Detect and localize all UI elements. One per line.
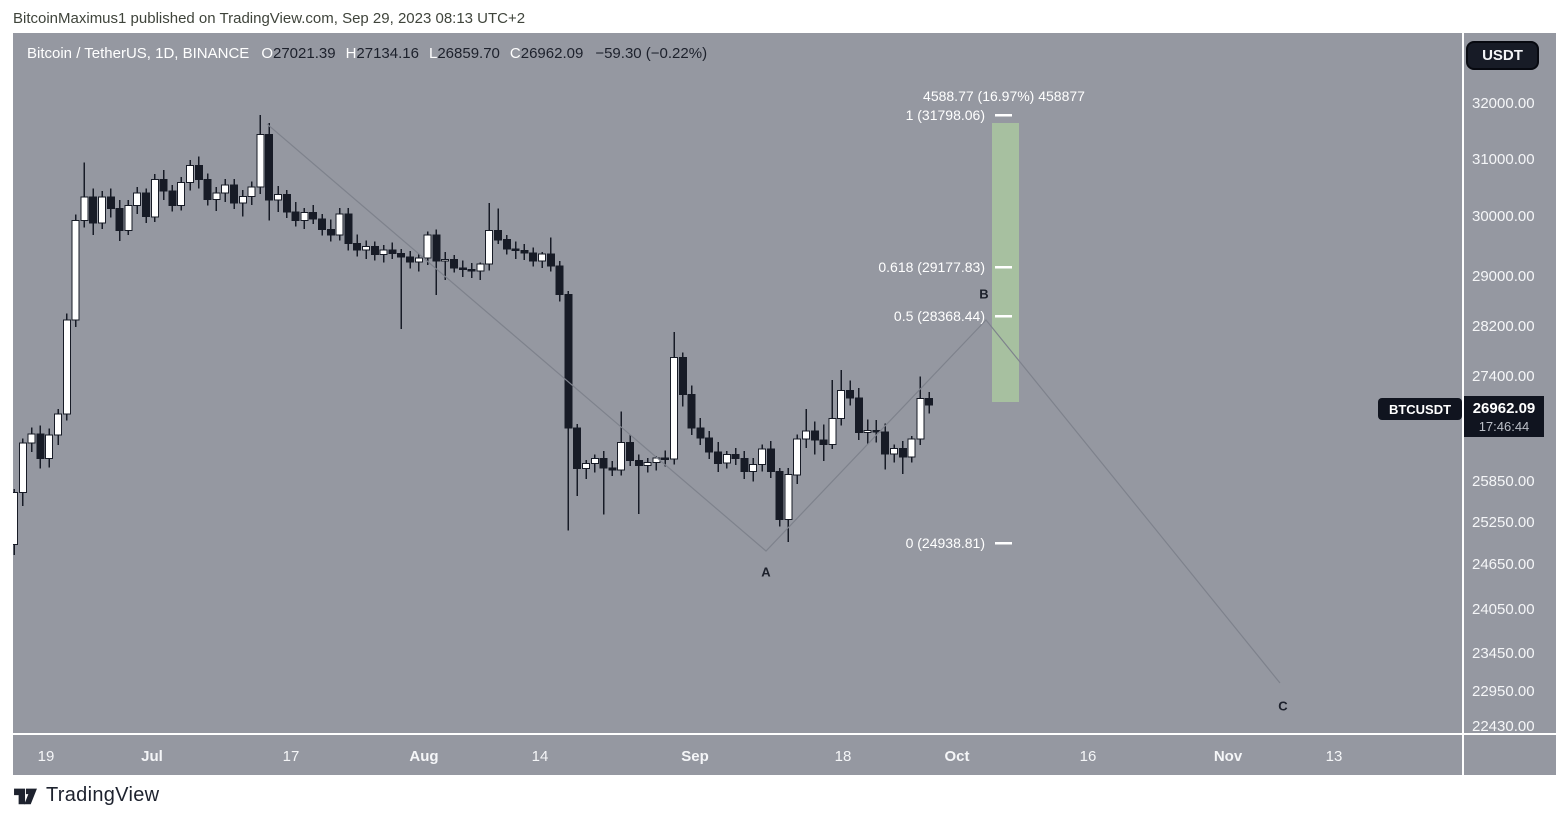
fib-level-tick bbox=[995, 315, 1012, 318]
time-axis-label: 18 bbox=[834, 748, 852, 765]
price-axis-label: 24650.00 bbox=[1472, 556, 1535, 573]
fib-level-label[interactable]: 0.618 (29177.83) bbox=[878, 259, 985, 275]
time-axis-label: Sep bbox=[681, 748, 709, 765]
fib-level-tick bbox=[995, 542, 1012, 545]
attribution-line: BitcoinMaximus1 published on TradingView… bbox=[13, 10, 526, 27]
fib-level-label[interactable]: 0 (24938.81) bbox=[905, 535, 985, 551]
wave-point-b[interactable]: B bbox=[979, 286, 989, 302]
time-axis-label: 16 bbox=[1079, 748, 1097, 765]
fib-extension-label[interactable]: 4588.77 (16.97%) 458877 bbox=[923, 88, 1085, 104]
time-axis-label: 13 bbox=[1325, 748, 1343, 765]
candlestick-series bbox=[13, 115, 934, 556]
time-axis-label: Jul bbox=[141, 748, 163, 765]
price-axis-divider bbox=[1462, 33, 1464, 775]
wave-point-a[interactable]: A bbox=[761, 564, 771, 580]
time-axis-label: Aug bbox=[409, 748, 439, 765]
ohlc-field-c: C 26962.09 bbox=[509, 45, 584, 62]
price-axis-label: 23450.00 bbox=[1472, 645, 1535, 662]
tradingview-logo-link[interactable]: TradingView bbox=[13, 784, 159, 807]
symbol-title: Bitcoin / TetherUS, 1D, BINANCE bbox=[27, 45, 250, 62]
abc-trend-line[interactable] bbox=[266, 123, 1281, 684]
price-axis-label: 24050.00 bbox=[1472, 601, 1535, 618]
symbol-price-tag: BTCUSDT bbox=[1378, 398, 1462, 420]
fib-level-label[interactable]: 1 (31798.06) bbox=[905, 107, 985, 123]
price-axis-label: 27400.00 bbox=[1472, 368, 1535, 385]
time-axis-label: Oct bbox=[944, 748, 970, 765]
time-axis-label: Nov bbox=[1213, 748, 1243, 765]
price-axis-label: 25250.00 bbox=[1472, 514, 1535, 531]
time-axis-label: 17 bbox=[282, 748, 300, 765]
currency-toggle-button[interactable]: USDT bbox=[1466, 41, 1539, 70]
chart-canvas[interactable]: Bitcoin / TetherUS, 1D, BINANCE O 27021.3… bbox=[13, 33, 1462, 733]
price-axis-label: 22430.00 bbox=[1472, 718, 1535, 735]
bar-countdown: 17:46:44 bbox=[1478, 418, 1530, 434]
price-scale[interactable]: 32000.00 31000.00 30000.00 29000.00 28200.00… bbox=[1464, 33, 1556, 735]
tradingview-wordmark: TradingView bbox=[46, 784, 160, 806]
price-axis-label: 22950.00 bbox=[1472, 683, 1535, 700]
ohlc-field-l: L 26859.70 bbox=[428, 45, 500, 62]
symbol-header: Bitcoin / TetherUS, 1D, BINANCE O 27021.3… bbox=[27, 45, 707, 62]
price-change: −59.30 (−0.22%) bbox=[595, 45, 708, 62]
fib-level-tick bbox=[995, 266, 1012, 269]
ohlc-field-h: H 27134.16 bbox=[345, 45, 419, 62]
price-axis-label: 31000.00 bbox=[1472, 151, 1535, 168]
last-price-value: 26962.09 bbox=[1472, 399, 1536, 417]
time-axis-divider bbox=[13, 733, 1556, 735]
time-axis-label: 14 bbox=[531, 748, 549, 765]
time-scale[interactable]: 19 Jul 17 Aug 14 Sep 18 Oct 16 Nov 13 bbox=[13, 735, 1462, 775]
fib-level-tick bbox=[995, 114, 1012, 117]
price-axis-label: 28200.00 bbox=[1472, 318, 1535, 335]
fib-projection-box[interactable] bbox=[992, 123, 1019, 402]
fib-level-label[interactable]: 0.5 (28368.44) bbox=[893, 308, 985, 324]
candlestick-chart bbox=[13, 114, 1281, 684]
ohlc-values: O 27021.39 H 27134.16 L 26859.70 C 26962.09 bbox=[261, 45, 583, 62]
tradingview-icon bbox=[14, 788, 37, 804]
chart-panel: Bitcoin / TetherUS, 1D, BINANCE O 27021.3… bbox=[13, 33, 1556, 775]
wave-point-c[interactable]: C bbox=[1278, 698, 1288, 714]
price-axis-label: 25850.00 bbox=[1472, 473, 1535, 490]
price-axis-label: 29000.00 bbox=[1472, 268, 1535, 285]
ohlc-field-o: O 27021.39 bbox=[261, 45, 336, 62]
time-axis-label: 19 bbox=[37, 748, 55, 765]
price-axis-label: 30000.00 bbox=[1472, 208, 1535, 225]
last-price-badge: 26962.09 17:46:44 bbox=[1464, 396, 1544, 437]
price-axis-label: 32000.00 bbox=[1472, 95, 1535, 112]
